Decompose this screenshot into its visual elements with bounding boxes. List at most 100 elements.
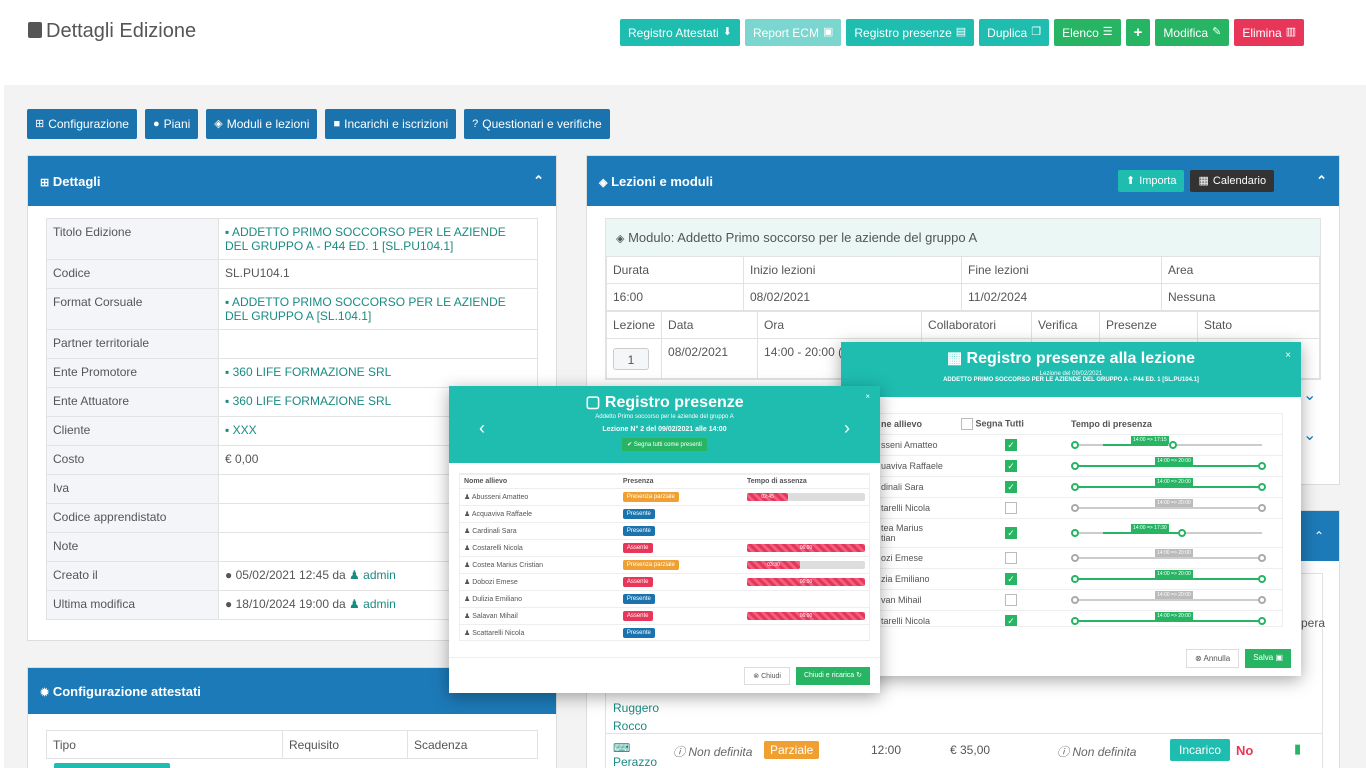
- tab-moduli-lezioni[interactable]: ◈ Moduli e lezioni: [206, 109, 318, 139]
- user-link[interactable]: ♟ admin: [349, 568, 396, 582]
- save-icon: ▣: [1275, 653, 1283, 662]
- user-link[interactable]: ♟ admin: [349, 597, 396, 611]
- allievo-name[interactable]: ♟ Acquaviva Raffaele: [460, 505, 619, 523]
- allievo-name[interactable]: ♟ Salavan Mihail: [460, 607, 619, 625]
- timeline-start-handle[interactable]: [1071, 504, 1079, 512]
- close-icon[interactable]: ×: [1285, 350, 1291, 361]
- segna-tutti-button[interactable]: ✔ Segna tutti come presenti: [622, 438, 707, 451]
- timeline-start-handle[interactable]: [1071, 554, 1079, 562]
- registro-attestati-button[interactable]: Registro Attestati ⬇: [620, 19, 740, 46]
- importa-button[interactable]: ⬆ Importa: [1117, 170, 1185, 192]
- presence-timeline[interactable]: 14:00 => 20:00: [1071, 612, 1266, 626]
- tab-configurazione[interactable]: ⊞ Configurazione: [27, 109, 137, 139]
- timeline-start-handle[interactable]: [1071, 575, 1079, 583]
- absence-bar: 06:00: [747, 578, 865, 586]
- timeline-end-handle[interactable]: [1258, 504, 1266, 512]
- presence-timeline[interactable]: 14:00 => 17:15: [1071, 436, 1266, 451]
- salva-button[interactable]: Salva ▣: [1245, 649, 1291, 668]
- allievo-name[interactable]: ♟ Costea Marius Cristian: [460, 556, 619, 574]
- presence-timeline[interactable]: 14:00 => 20:00: [1071, 457, 1266, 472]
- tab-incarichi-iscrizioni[interactable]: ■ Incarichi e iscrizioni: [325, 109, 457, 139]
- timeline-end-handle[interactable]: [1258, 617, 1266, 625]
- presenza-badge[interactable]: Presenza parziale: [622, 492, 679, 502]
- timeline-end-handle[interactable]: [1258, 554, 1266, 562]
- presenza-badge[interactable]: Presenza parziale: [622, 560, 679, 570]
- collapse-icon[interactable]: ⌃: [1316, 173, 1327, 188]
- timeline-end-handle[interactable]: [1258, 575, 1266, 583]
- registro-presenze-button[interactable]: Registro presenze ▤: [846, 19, 975, 46]
- timeline-end-handle[interactable]: [1177, 529, 1186, 537]
- chevron-down-icon[interactable]: ⌄: [1303, 387, 1317, 404]
- detail-link[interactable]: ▪ XXX: [225, 423, 257, 437]
- allievo-name[interactable]: ♟ Abusseni Amatteo: [460, 488, 619, 506]
- presenza-badge[interactable]: Presente: [622, 628, 655, 638]
- chiudi-ricarica-button[interactable]: Chiudi e ricarica ↻: [795, 667, 870, 685]
- allievo-name[interactable]: ♟ Cardinali Sara: [460, 522, 619, 540]
- timeline-start-handle[interactable]: [1071, 441, 1079, 449]
- presenza-checkbox[interactable]: ✓: [1005, 615, 1017, 626]
- presence-timeline[interactable]: 14:00 => 17:30: [1071, 524, 1266, 539]
- presence-timeline[interactable]: 14:00 => 20:00: [1071, 549, 1266, 564]
- add-button[interactable]: +: [1125, 19, 1151, 46]
- timeline-end-handle[interactable]: [1258, 596, 1266, 604]
- chevron-down-icon[interactable]: ⌄: [1303, 427, 1317, 444]
- lezione-number-button[interactable]: 1: [613, 347, 649, 370]
- presenza-checkbox[interactable]: ✓: [1005, 573, 1017, 585]
- allievo-name[interactable]: ♟ Scattarelli Nicola: [460, 624, 619, 641]
- incarico-button[interactable]: Incarico: [1170, 739, 1231, 761]
- allievo-name[interactable]: ♟ Costarelli Nicola: [460, 539, 619, 557]
- chevron-left-icon[interactable]: ‹: [479, 418, 485, 438]
- presence-timeline[interactable]: 14:00 => 20:00: [1071, 499, 1266, 514]
- tab-piani[interactable]: ● Piani: [144, 109, 199, 139]
- timeline-start-handle[interactable]: [1071, 483, 1079, 491]
- presence-timeline[interactable]: 14:00 => 20:00: [1071, 478, 1266, 493]
- detail-link[interactable]: ▪ 360 LIFE FORMAZIONE SRL: [225, 365, 392, 379]
- presenza-badge[interactable]: Assente: [622, 543, 653, 553]
- calendario-button[interactable]: ▦ Calendario: [1190, 170, 1275, 192]
- presenza-badge[interactable]: Assente: [622, 611, 653, 621]
- presenza-checkbox[interactable]: [1005, 594, 1017, 606]
- timeline-start-handle[interactable]: [1071, 617, 1079, 625]
- file-icon[interactable]: ▮: [1294, 741, 1302, 756]
- annulla-button[interactable]: ⊗ Annulla: [1186, 649, 1240, 668]
- presenza-badge[interactable]: Presente: [622, 526, 655, 536]
- presenza-checkbox[interactable]: ✓: [1005, 527, 1017, 539]
- elimina-button[interactable]: Elimina ▥: [1234, 19, 1305, 46]
- presenza-checkbox[interactable]: [1005, 502, 1017, 514]
- detail-link[interactable]: ▪ 360 LIFE FORMAZIONE SRL: [225, 394, 392, 408]
- collapse-icon[interactable]: ⌃: [1299, 511, 1339, 561]
- elenco-button[interactable]: Elenco ☰: [1054, 19, 1121, 46]
- detail-link[interactable]: ▪ ADDETTO PRIMO SOCCORSO PER LE AZIENDE …: [225, 295, 506, 323]
- tab-questionari[interactable]: ? Questionari e verifiche: [464, 109, 610, 139]
- timeline-start-handle[interactable]: [1071, 462, 1079, 470]
- duplica-button[interactable]: Duplica ❐: [979, 19, 1050, 46]
- presence-timeline[interactable]: 14:00 => 20:00: [1071, 591, 1266, 606]
- perazzo-link[interactable]: ⌨ Perazzo: [613, 741, 658, 768]
- chevron-right-icon[interactable]: ›: [844, 418, 850, 438]
- allievo-name[interactable]: ♟ Dobozi Emese: [460, 573, 619, 591]
- segna-tutti-checkbox[interactable]: [961, 418, 973, 430]
- timeline-end-handle[interactable]: [1258, 483, 1266, 491]
- timeline-end-handle[interactable]: [1168, 441, 1177, 449]
- presenza-checkbox[interactable]: ✓: [1005, 481, 1017, 493]
- presenza-badge[interactable]: Presente: [622, 594, 655, 604]
- presence-timeline[interactable]: 14:00 => 20:00: [1071, 570, 1266, 585]
- detail-key: Titolo Edizione: [46, 218, 219, 260]
- timeline-end-handle[interactable]: [1258, 462, 1266, 470]
- collapse-icon[interactable]: ⌃: [533, 173, 544, 188]
- close-icon[interactable]: ×: [865, 392, 870, 401]
- modifica-button[interactable]: Modifica ✎: [1155, 19, 1230, 46]
- presenza-checkbox[interactable]: ✓: [1005, 460, 1017, 472]
- presenza-badge[interactable]: Assente: [622, 577, 653, 587]
- presenza-badge[interactable]: Presente: [622, 509, 655, 519]
- presenza-checkbox[interactable]: ✓: [1005, 439, 1017, 451]
- timeline-start-handle[interactable]: [1071, 596, 1079, 604]
- user-icon: ♟: [464, 630, 471, 637]
- timeline-start-handle[interactable]: [1071, 529, 1079, 537]
- report-ecm-button[interactable]: Report ECM ▣: [744, 19, 842, 46]
- detail-link[interactable]: ▪ ADDETTO PRIMO SOCCORSO PER LE AZIENDE …: [225, 225, 506, 253]
- chiudi-button[interactable]: ⊗ Chiudi: [744, 667, 790, 685]
- allievo-name[interactable]: ♟ Dulizia Emiliano: [460, 590, 619, 608]
- ruggero-rocco-link[interactable]: Ruggero Rocco: [613, 701, 660, 733]
- presenza-checkbox[interactable]: [1005, 552, 1017, 564]
